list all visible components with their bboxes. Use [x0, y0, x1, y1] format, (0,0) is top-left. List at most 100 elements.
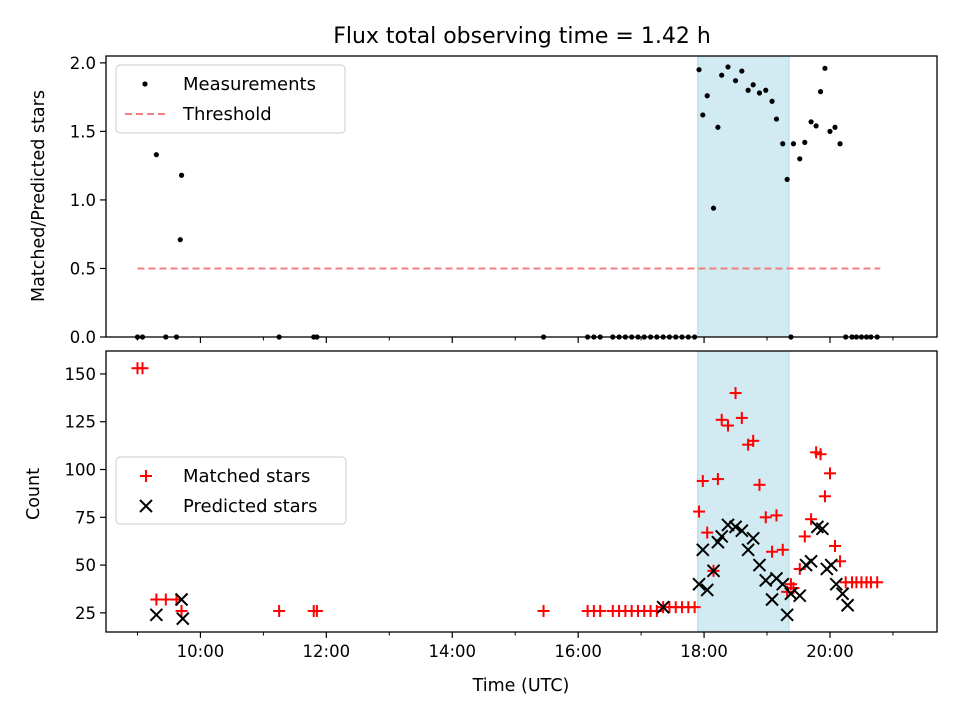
predicted-star-point	[176, 611, 190, 626]
predicted-star-stroke-b	[149, 608, 164, 622]
top-axis-ticks: 0.0 0.5 1.0 1.5 2.0	[70, 54, 894, 347]
measurement-point	[802, 139, 808, 145]
predicted-star-stroke-b	[776, 577, 790, 591]
predicted-star-point	[835, 587, 850, 601]
predicted-star-stroke-b	[769, 571, 784, 586]
matched-star-point	[753, 478, 766, 491]
predicted-star-point	[711, 535, 725, 549]
top-panel: 0.00.51.01.52.0 Matched/Predicted stars …	[29, 54, 938, 347]
measurement-point	[177, 237, 183, 243]
legend-predicted-marker	[139, 499, 153, 513]
predicted-star-point	[804, 554, 818, 568]
bottom-y-axis-label: Count	[24, 468, 44, 520]
predicted-star-stroke-b	[714, 529, 729, 544]
bottom-legend-box	[115, 456, 347, 525]
measurement-point	[773, 116, 780, 122]
measurement-point	[790, 141, 797, 147]
top-axes-frame	[105, 55, 938, 338]
predicted-star-stroke-b	[765, 592, 779, 607]
matched-star-point	[696, 474, 709, 487]
predicted-star-stroke-b	[810, 520, 825, 534]
predicted-star-stroke-b	[759, 573, 773, 588]
measurement-point	[827, 128, 833, 134]
measurement-point	[784, 176, 790, 182]
bottom-data-marks	[131, 362, 884, 626]
figure-title: Flux total observing time = 1.42 h	[333, 24, 711, 49]
measurement-point	[837, 141, 843, 147]
predicted-star-point	[706, 564, 721, 578]
predicted-star-point	[149, 608, 164, 622]
predicted-star-point	[696, 543, 710, 557]
predicted-star-point	[780, 608, 794, 622]
predicted-star-stroke-b	[824, 558, 838, 572]
predicted-star-point	[840, 598, 855, 612]
y-tick-label: 100	[65, 461, 97, 480]
predicted-star-point	[728, 520, 743, 534]
predicted-star-point	[793, 588, 807, 603]
predicted-star-stroke-b	[174, 592, 189, 607]
bottom-panel: 25 50 75 100 125 150 10:00 12:00 14:00 16:00 18:00…	[24, 350, 938, 696]
predicted-star-point	[759, 573, 773, 588]
x-axis-label: Time (UTC)	[472, 676, 570, 696]
predicted-star-stroke-b	[721, 518, 735, 532]
y-tick-label: 25	[75, 604, 96, 623]
y-tick-label: 1.0	[70, 191, 96, 210]
predicted-star-point	[765, 592, 779, 607]
measurement-point	[780, 141, 786, 147]
legend-matched-label: Matched stars	[183, 466, 310, 487]
top-legend-box	[115, 64, 346, 134]
measurement-point	[715, 124, 721, 130]
matched-star-point	[871, 576, 884, 589]
measurement-point	[696, 67, 702, 73]
top-highlight-span	[697, 55, 790, 338]
measurement-point	[710, 205, 717, 211]
matched-star-point	[594, 604, 607, 617]
predicted-star-stroke-b	[840, 598, 855, 612]
matched-star-point	[818, 490, 831, 503]
x-tick-label: 16:00	[554, 642, 602, 661]
matched-star-point	[735, 411, 748, 424]
top-y-axis-label: Matched/Predicted stars	[29, 90, 49, 302]
predicted-star-point	[746, 531, 760, 546]
legend-measurements-marker	[142, 81, 148, 87]
x-tick-label: 14:00	[428, 642, 476, 661]
matched-star-point	[823, 467, 836, 480]
predicted-star-stroke-b	[804, 554, 818, 568]
legend-measurements-label: Measurements	[183, 74, 316, 95]
bottom-highlight-span	[697, 350, 790, 633]
matched-star-point	[711, 473, 724, 486]
predicted-star-stroke-b	[700, 583, 714, 597]
predicted-star-point	[824, 558, 838, 572]
predicted-star-point	[735, 523, 749, 538]
predicted-star-stroke-b	[706, 564, 721, 578]
bottom-axis-ticks: 25 50 75 100 125 150 10:00 12:00 14:00 16:00 18:00…	[65, 365, 894, 661]
y-tick-label: 125	[65, 413, 97, 432]
predicted-star-point	[815, 522, 830, 536]
matched-star-point	[537, 604, 550, 617]
measurement-point	[732, 78, 739, 84]
predicted-star-point	[741, 543, 755, 557]
matched-star-point	[159, 593, 172, 606]
measurement-point	[817, 89, 824, 95]
predicted-star-stroke-b	[735, 523, 749, 538]
top-legend: Measurements Threshold	[115, 64, 346, 134]
highlight-span-rect	[697, 350, 790, 633]
measurement-point	[808, 119, 814, 125]
matched-star-point	[693, 505, 706, 518]
matched-star-point	[175, 604, 188, 617]
predicted-star-point	[752, 558, 767, 572]
matched-star-point	[770, 509, 783, 522]
predicted-star-point	[721, 518, 735, 532]
matched-star-point	[721, 419, 734, 432]
matched-star-point	[650, 604, 663, 617]
highlight-span-rect	[697, 55, 790, 338]
measurement-point	[763, 87, 769, 93]
matched-star-point	[715, 413, 728, 426]
legend-threshold-label: Threshold	[182, 104, 272, 125]
measurement-point	[704, 93, 710, 99]
measurement-point	[745, 87, 751, 93]
matched-star-point	[747, 434, 760, 447]
measurement-point	[719, 72, 725, 78]
matched-star-point	[798, 530, 811, 543]
